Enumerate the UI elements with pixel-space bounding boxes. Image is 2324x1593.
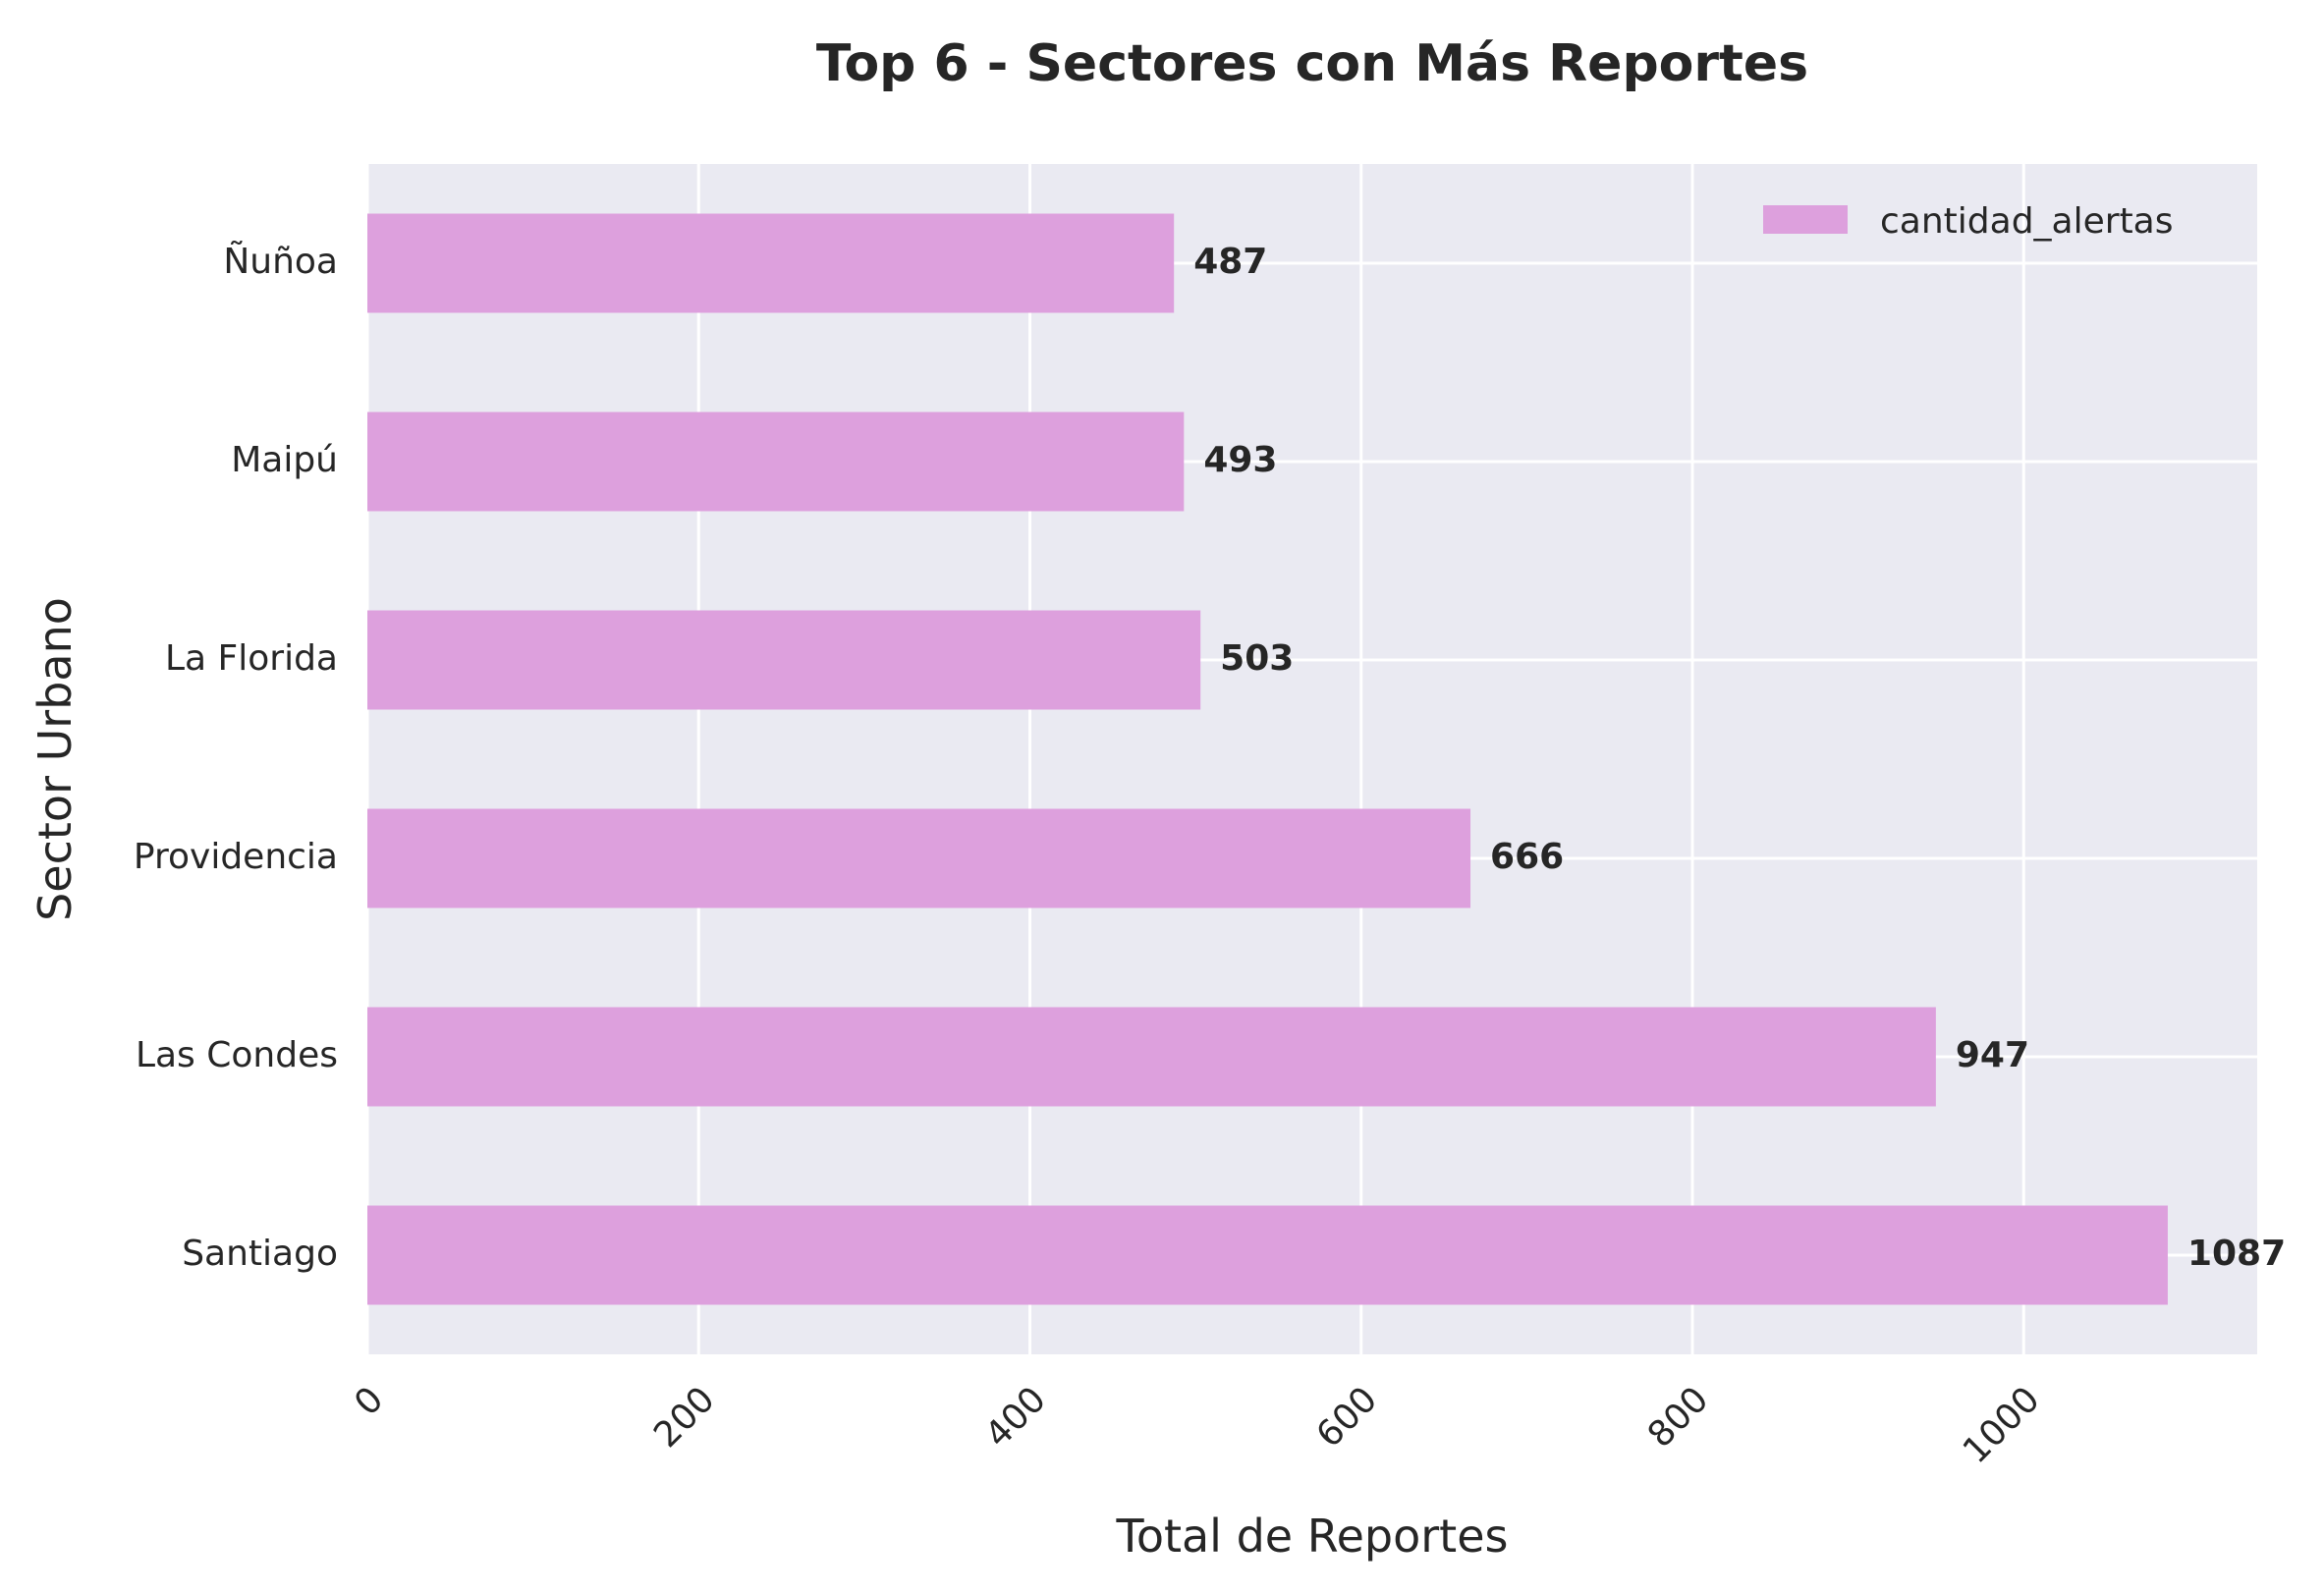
plot-background [367,164,2257,1354]
bar [367,1205,2168,1305]
bar [367,213,1175,313]
legend: cantidad_alertas [1763,201,2174,242]
y-tick-labels: Santiago Las Condes Providencia La Florida M… [134,241,338,1274]
x-tick-label: 200 [646,1379,723,1456]
x-tick-label: 1000 [1956,1379,2048,1471]
y-tick-label: Las Condes [136,1035,338,1075]
bar [367,610,1201,710]
chart-title: Top 6 - Sectores con Más Reportes [816,34,1808,93]
bar-value-label: 1087 [2187,1234,2286,1274]
y-tick-label: Santiago [182,1234,338,1274]
bar-value-label: 493 [1203,440,1277,480]
x-tick-label: 800 [1640,1379,1717,1456]
bar-value-labels: 1087 947 666 503 493 487 [1193,242,2286,1274]
y-tick-label: Ñuñoa [223,241,338,282]
y-tick-label: Providencia [134,837,338,877]
legend-label: cantidad_alertas [1880,201,2174,242]
x-axis-label: Total de Reportes [1116,1510,1509,1563]
bars [367,213,2168,1305]
bar-value-label: 487 [1193,242,1267,282]
y-tick-label: Maipú [231,440,338,480]
bar [367,412,1185,512]
bar [367,808,1471,908]
y-axis-label: Sector Urbano [28,597,82,921]
x-tick-labels: 0 200 400 600 800 1000 [347,1379,2047,1471]
legend-swatch [1763,205,1848,234]
x-tick-label: 400 [977,1379,1054,1456]
bar-value-label: 666 [1490,837,1564,877]
bar-value-label: 947 [1956,1035,2029,1075]
x-tick-label: 0 [347,1379,391,1423]
x-tick-label: 600 [1309,1379,1386,1456]
y-tick-label: La Florida [165,638,338,679]
bar-value-label: 503 [1220,638,1294,679]
bar [367,1007,1936,1107]
